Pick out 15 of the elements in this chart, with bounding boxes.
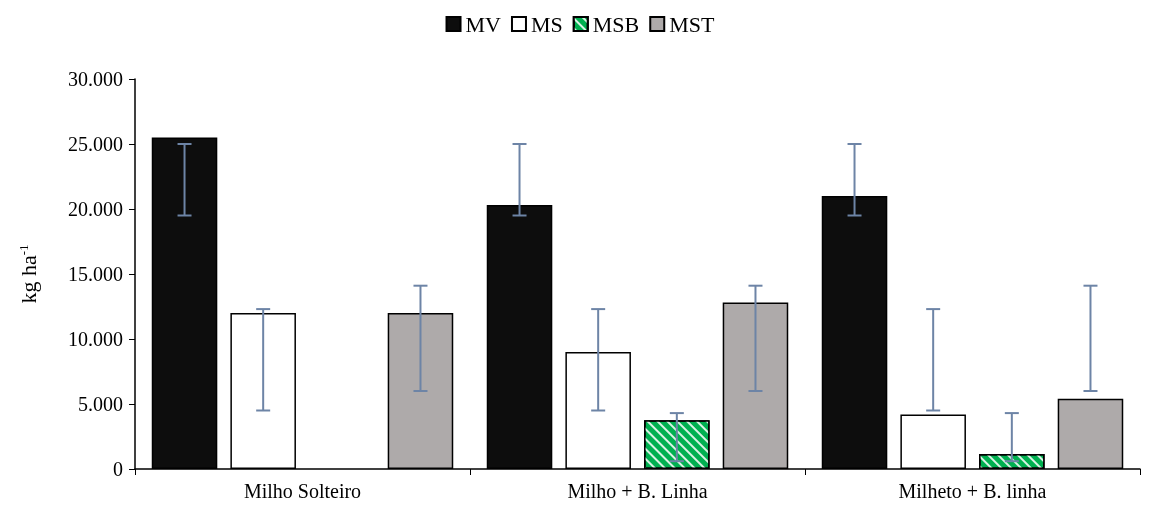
y-tick-label: 20.000 — [68, 198, 123, 220]
legend-label: MV — [465, 11, 502, 37]
y-tick-label: 25.000 — [68, 133, 123, 155]
y-tick-label: 0 — [113, 458, 123, 480]
y-axis-title: kg ha-1 — [16, 244, 41, 304]
legend-label: MST — [669, 11, 716, 37]
legend-label: MSB — [592, 11, 640, 37]
x-tick-label: Milho + B. Linha — [567, 480, 708, 502]
x-tick-label: Milheto + B. linha — [898, 480, 1047, 502]
y-tick-label: 30.000 — [68, 68, 123, 90]
y-tick-label: 15.000 — [68, 263, 123, 285]
x-tick-label: Milho Solteiro — [243, 480, 362, 502]
legend-label: MS — [530, 11, 563, 37]
y-tick-label: 5.000 — [78, 393, 123, 415]
y-tick-label: 10.000 — [68, 328, 123, 350]
